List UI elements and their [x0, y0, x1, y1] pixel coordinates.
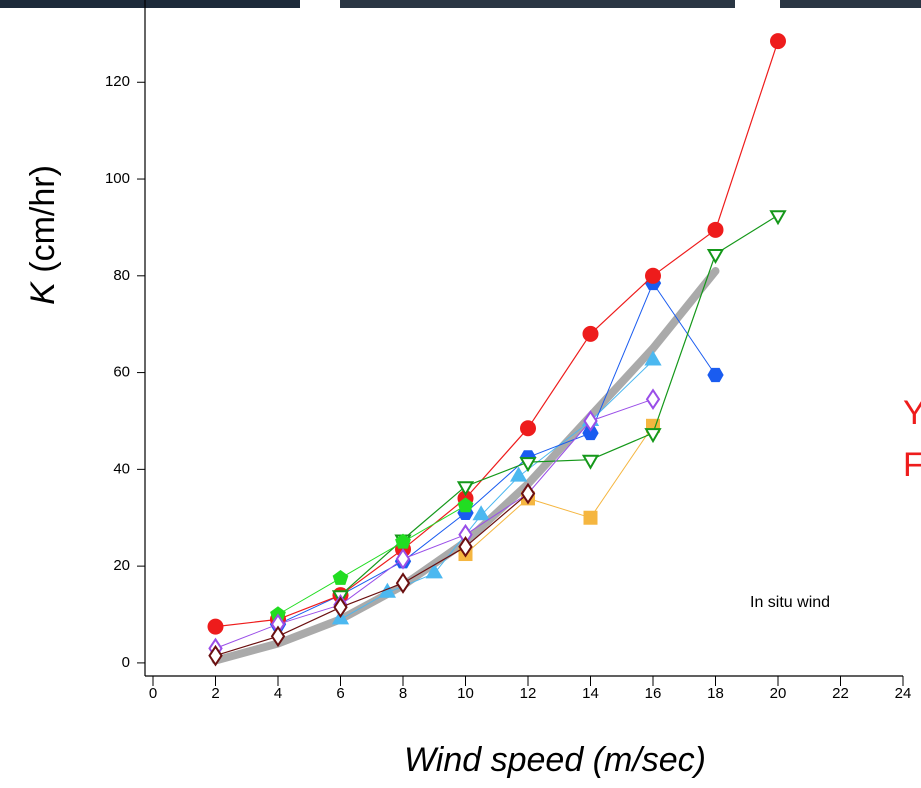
x-tick-label: 16 — [645, 685, 662, 702]
y-label-unit: (cm/hr) — [24, 165, 62, 273]
series-line — [214, 492, 529, 657]
x-tick-label: 0 — [149, 685, 157, 702]
y-tick-label: 20 — [113, 557, 130, 574]
x-tick-label: 4 — [274, 685, 282, 702]
series-line — [277, 505, 466, 615]
marker — [583, 410, 598, 432]
marker — [645, 388, 661, 410]
marker — [706, 249, 725, 265]
marker — [644, 350, 662, 366]
series-line — [215, 398, 654, 649]
marker — [769, 210, 787, 226]
marker — [270, 625, 286, 648]
marker — [458, 535, 473, 558]
marker — [395, 548, 411, 570]
marker — [395, 533, 411, 549]
marker — [707, 221, 724, 238]
y-tick-label: 40 — [113, 460, 130, 477]
series-line — [277, 282, 716, 625]
marker — [395, 572, 411, 594]
series-line — [214, 40, 779, 628]
marker — [581, 454, 600, 470]
x-tick-label: 6 — [336, 685, 344, 702]
plot-area — [207, 33, 787, 667]
marker — [457, 497, 474, 513]
marker — [770, 33, 786, 50]
marker — [332, 569, 349, 585]
x-tick-label: 24 — [895, 685, 912, 702]
x-tick-label: 14 — [582, 685, 599, 702]
series-line — [339, 214, 779, 596]
x-axis-label: Wind speed (m/sec) — [404, 741, 706, 779]
photo-strip — [340, 0, 735, 8]
marker — [456, 481, 475, 497]
marker — [208, 644, 223, 667]
marker — [519, 457, 537, 473]
annotation: Y — [903, 394, 921, 432]
y-tick-label: 100 — [105, 170, 130, 187]
y-tick-label: 120 — [105, 73, 130, 90]
series-line — [465, 425, 654, 555]
x-tick-label: 22 — [832, 685, 849, 702]
marker — [425, 563, 443, 579]
marker — [207, 618, 224, 635]
marker — [645, 267, 661, 284]
marker — [509, 466, 528, 482]
marker — [582, 325, 599, 342]
marker — [582, 426, 599, 441]
marker — [520, 420, 536, 437]
x-tick-label: 18 — [707, 685, 724, 702]
y-tick-label: 80 — [113, 267, 130, 284]
x-tick-label: 8 — [399, 685, 407, 702]
y-label-symbol: K — [24, 281, 62, 305]
annotation: F — [903, 446, 921, 484]
y-tick-label: 0 — [122, 654, 130, 671]
marker — [520, 482, 536, 505]
x-tick-label: 2 — [211, 685, 219, 702]
annotation: In situ wind — [750, 594, 830, 611]
series-line — [211, 267, 720, 665]
photo-strip — [0, 0, 300, 8]
x-tick-label: 12 — [520, 685, 537, 702]
marker — [472, 505, 490, 521]
marker — [333, 596, 348, 619]
marker — [583, 510, 598, 525]
marker — [644, 428, 662, 444]
y-axis-label: K (cm/hr) — [24, 165, 62, 305]
x-tick-label: 20 — [770, 685, 787, 702]
marker — [707, 367, 724, 383]
photo-strip — [780, 0, 921, 8]
x-tick-label: 10 — [457, 685, 474, 702]
y-tick-label: 60 — [113, 364, 130, 381]
